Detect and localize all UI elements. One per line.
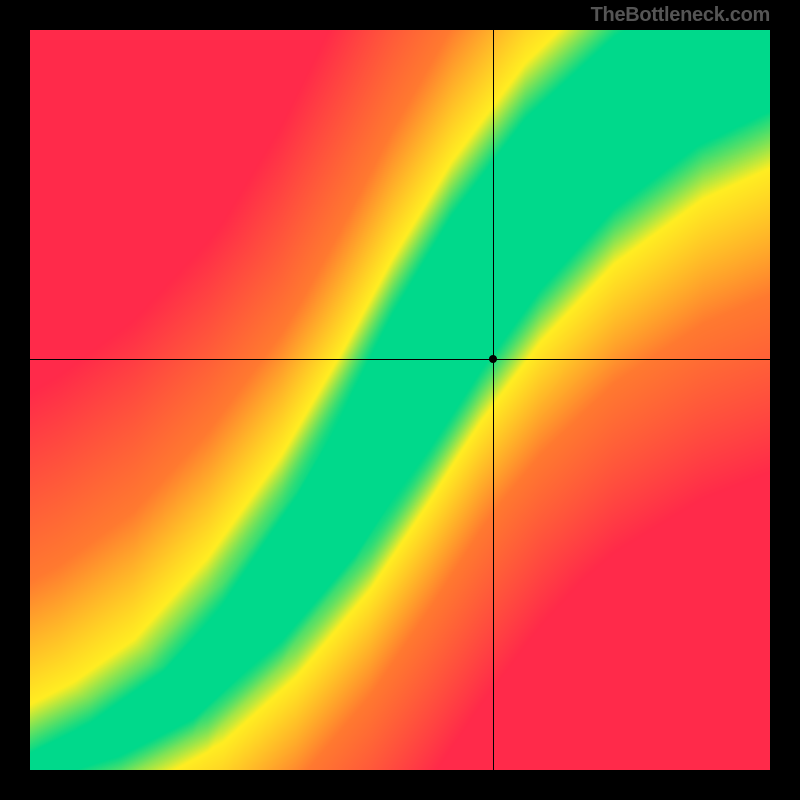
watermark-text: TheBottleneck.com — [591, 4, 770, 27]
crosshair-horizontal — [30, 359, 770, 360]
chart-container: TheBottleneck.com — [0, 0, 800, 800]
bottleneck-heatmap — [30, 30, 770, 770]
crosshair-vertical — [493, 30, 494, 770]
crosshair-marker — [489, 355, 497, 363]
plot-area — [30, 30, 770, 770]
